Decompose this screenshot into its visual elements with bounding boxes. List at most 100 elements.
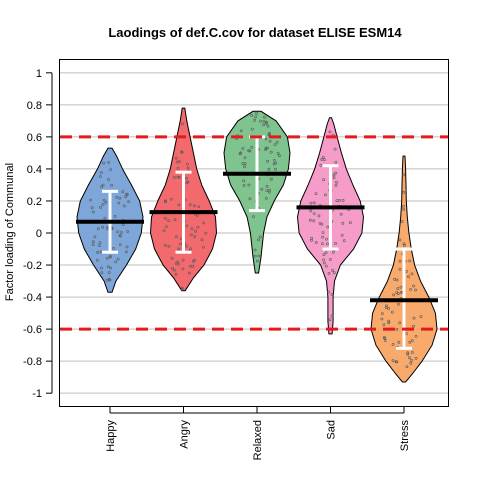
data-point (255, 111, 259, 115)
data-point (325, 242, 329, 246)
data-point (383, 336, 387, 340)
data-point (395, 291, 399, 295)
x-tick-label: Stress (399, 420, 411, 452)
data-point (402, 243, 406, 247)
data-point (108, 254, 112, 258)
data-point (324, 264, 328, 268)
y-axis-label: Factor loading of Communal (4, 163, 16, 301)
y-tick-label: -0.2 (23, 260, 42, 272)
data-point (257, 238, 260, 242)
data-point (308, 218, 312, 222)
data-point (272, 158, 276, 162)
plot-frame (59, 59, 449, 407)
data-point (118, 196, 122, 200)
data-point (398, 238, 402, 242)
data-point (163, 243, 167, 247)
data-point (419, 315, 423, 319)
data-point (402, 173, 406, 177)
data-point (312, 201, 316, 205)
data-point (387, 321, 391, 325)
data-point (330, 268, 334, 272)
data-point (117, 201, 121, 205)
data-point (109, 266, 113, 270)
x-tick-label: Sad (326, 420, 338, 440)
data-point (325, 237, 328, 241)
y-tick-label: 1 (36, 68, 42, 80)
data-point (264, 147, 268, 150)
data-point (174, 235, 178, 239)
data-point (107, 178, 111, 181)
data-point (265, 189, 269, 193)
y-tick-label: 0.8 (27, 100, 42, 112)
data-point (103, 216, 107, 220)
data-point (101, 225, 105, 229)
data-point (91, 240, 95, 244)
data-point (252, 215, 256, 219)
data-point (341, 198, 345, 202)
data-point (398, 259, 402, 263)
data-point (327, 272, 331, 275)
data-point (328, 130, 332, 134)
data-point (326, 225, 330, 229)
data-point (269, 150, 273, 154)
data-point (243, 156, 247, 160)
data-point (309, 201, 313, 205)
data-point (317, 214, 321, 218)
data-point (116, 230, 120, 234)
data-point (95, 258, 99, 262)
data-point (201, 245, 205, 249)
data-point (100, 185, 104, 189)
data-point (102, 161, 105, 165)
data-point (397, 340, 401, 344)
data-point (399, 285, 403, 289)
data-point (180, 286, 184, 290)
data-point (312, 219, 316, 223)
data-point (177, 203, 181, 207)
data-point (113, 214, 117, 218)
data-point (267, 167, 271, 171)
data-point (320, 242, 324, 246)
data-point (328, 258, 332, 261)
data-point (247, 183, 251, 187)
data-point (331, 250, 335, 254)
data-point (181, 122, 184, 126)
data-point (241, 147, 245, 150)
data-point (167, 219, 171, 223)
data-point (101, 202, 105, 206)
data-point (393, 277, 397, 281)
data-point (322, 253, 326, 257)
data-point (175, 160, 179, 164)
data-point (189, 233, 193, 237)
x-axis: Happy Angry Relaxed Sad Stress (105, 406, 411, 460)
data-point (254, 115, 257, 119)
data-point (127, 200, 131, 204)
data-point (395, 360, 399, 364)
data-point (187, 271, 191, 275)
data-point (380, 317, 384, 321)
data-point (267, 190, 271, 194)
data-point (409, 361, 413, 365)
data-point (410, 351, 414, 354)
y-tick-label: -1 (32, 388, 42, 400)
data-point (174, 272, 178, 276)
data-point (247, 149, 251, 153)
data-point (196, 225, 200, 229)
data-point (89, 198, 93, 202)
data-point (112, 246, 116, 250)
data-point (275, 140, 279, 144)
data-point (177, 247, 181, 251)
data-point (335, 180, 338, 184)
data-point (99, 171, 103, 175)
data-point (400, 219, 404, 223)
data-point (273, 167, 277, 171)
data-point (107, 161, 111, 164)
data-point (167, 244, 171, 248)
data-point (318, 221, 322, 225)
data-point (406, 351, 410, 355)
y-tick-label: 0 (36, 228, 42, 240)
data-point (185, 224, 189, 228)
data-point (108, 255, 112, 259)
data-point (184, 176, 188, 180)
data-point (324, 251, 328, 255)
